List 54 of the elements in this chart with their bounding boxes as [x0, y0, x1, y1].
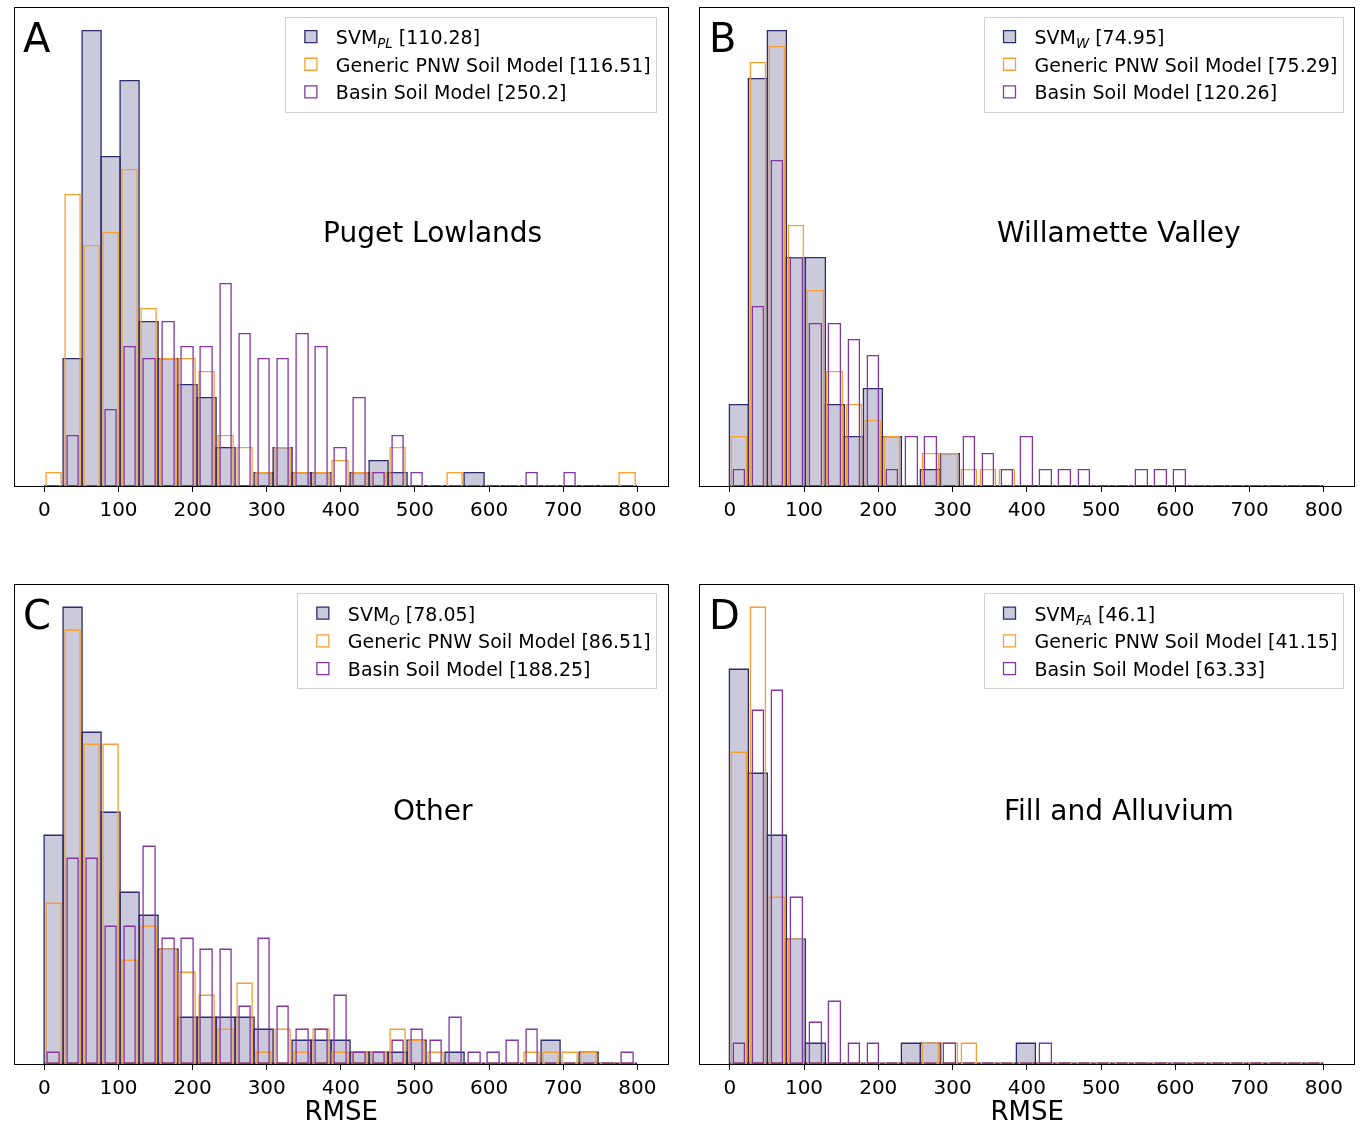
- x-tick-label: 0: [38, 497, 51, 522]
- legend-label: SVM$_{PL}$ [110.28]: [335, 25, 481, 51]
- x-tick-label: 800: [1304, 497, 1343, 522]
- x-tick-label: 600: [469, 1075, 509, 1100]
- legend-label: Basin Soil Model [250.2]: [335, 81, 567, 104]
- legend-label: SVM$_{W}$ [74.95]: [1034, 25, 1165, 51]
- x-tick-label: 300: [247, 1075, 286, 1100]
- chart-title: C: [23, 592, 51, 638]
- x-tick-label: 300: [247, 497, 286, 522]
- x-tick-label: 100: [784, 497, 824, 522]
- x-tick-label: 400: [1007, 497, 1046, 522]
- x-tick-label: 700: [544, 497, 583, 522]
- x-tick-label: 600: [1156, 497, 1195, 522]
- x-tick-label: 700: [1230, 497, 1269, 522]
- x-tick-label: 600: [1156, 1075, 1195, 1100]
- x-tick-label: 0: [723, 497, 737, 522]
- legend-label: Basin Soil Model [188.25]: [347, 658, 591, 681]
- legend-label: SVM$_{FA}$ [46.1]: [1034, 602, 1156, 628]
- x-tick-label: 200: [859, 497, 898, 522]
- x-tick-label: 0: [38, 1075, 51, 1100]
- x-tick-label: 800: [618, 497, 657, 522]
- chart-title: A: [23, 15, 51, 61]
- x-tick-label: 700: [544, 1075, 583, 1100]
- annotation: Puget Lowlands: [323, 216, 543, 249]
- legend-label: Generic PNW Soil Model [116.51]: [335, 53, 651, 76]
- x-tick-label: 0: [723, 1075, 737, 1100]
- x-tick-label: 500: [1081, 1075, 1121, 1100]
- x-tick-label: 400: [321, 497, 360, 522]
- x-tick-label: 800: [1304, 1075, 1343, 1100]
- x-tick-label: 500: [1081, 497, 1121, 522]
- legend-label: Generic PNW Soil Model [75.29]: [1034, 53, 1338, 76]
- x-tick-label: 600: [469, 497, 509, 522]
- chart-title: B: [709, 15, 737, 61]
- legend-label: Generic PNW Soil Model [41.15]: [1034, 630, 1338, 653]
- x-tick-label: 200: [173, 1075, 212, 1100]
- x-tick-label: 100: [784, 1075, 824, 1100]
- legend-label: Generic PNW Soil Model [86.51]: [347, 630, 651, 653]
- legend-label: Basin Soil Model [63.33]: [1034, 658, 1266, 681]
- x-tick-label: 300: [933, 497, 972, 522]
- chart-title: D: [709, 592, 740, 638]
- legend-label: Basin Soil Model [120.26]: [1034, 81, 1278, 104]
- annotation: Fill and Alluvium: [1004, 794, 1234, 827]
- x-tick-label: 100: [99, 1075, 138, 1100]
- annotation: Other: [393, 794, 473, 827]
- x-tick-label: 200: [859, 1075, 898, 1100]
- x-tick-label: 500: [395, 497, 435, 522]
- x-tick-label: 700: [1230, 1075, 1269, 1100]
- x-tick-label: 200: [173, 497, 212, 522]
- x-tick-label: 500: [395, 1075, 435, 1100]
- annotation: Willamette Valley: [997, 216, 1241, 249]
- legend-label: SVM$_{O}$ [78.05]: [347, 602, 476, 628]
- x-tick-label: 800: [618, 1075, 657, 1100]
- x-tick-label: 300: [933, 1075, 972, 1100]
- x-tick-label: 100: [99, 497, 138, 522]
